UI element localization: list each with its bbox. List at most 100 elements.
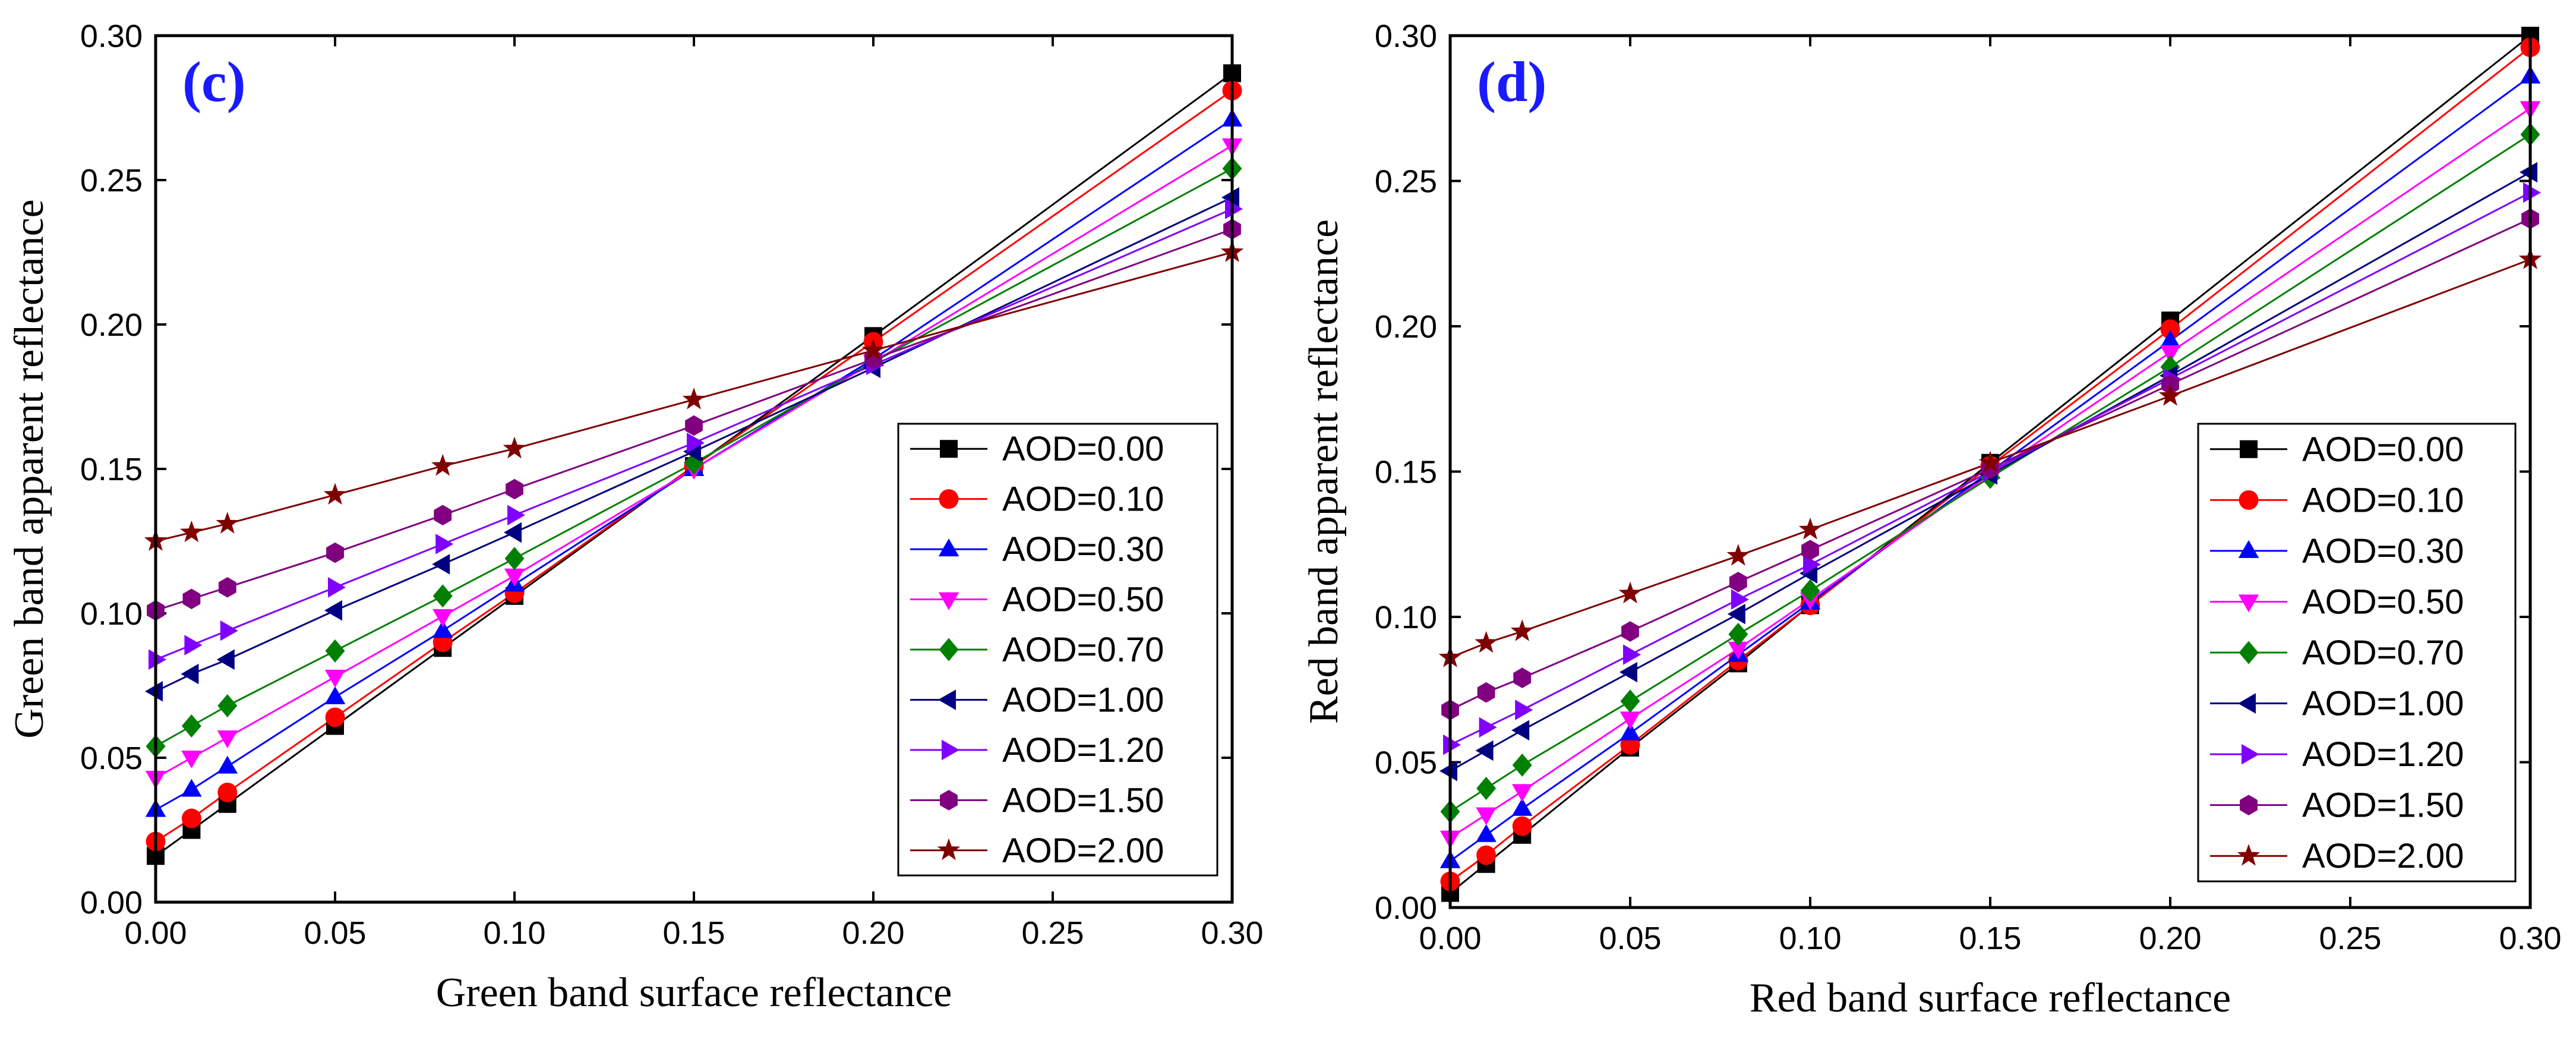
- legend-marker: [2239, 490, 2259, 510]
- data-point: [1727, 603, 1745, 625]
- y-tick-label: 0.10: [80, 596, 143, 632]
- y-tick-label: 0.00: [1375, 890, 1437, 926]
- x-tick-label: 0.30: [2499, 921, 2561, 956]
- data-point: [1515, 700, 1533, 720]
- legend-marker: [939, 489, 959, 509]
- data-point: [1512, 753, 1532, 777]
- legend-marker: [939, 638, 959, 661]
- legend-marker: [2240, 440, 2258, 458]
- x-tick-label: 0.15: [662, 915, 725, 951]
- data-point: [324, 600, 342, 621]
- legend-marker: [2240, 795, 2258, 815]
- data-point: [2523, 182, 2541, 203]
- y-tick-label: 0.15: [1375, 455, 1437, 490]
- panel-label: (d): [1477, 50, 1546, 114]
- data-point: [1221, 187, 1239, 208]
- legend-marker: [938, 592, 959, 610]
- data-point: [324, 669, 346, 688]
- data-point: [1511, 784, 1533, 802]
- data-point: [1475, 631, 1498, 653]
- data-point: [220, 620, 238, 641]
- data-point: [1476, 777, 1497, 800]
- y-tick-label: 0.10: [1375, 600, 1437, 635]
- data-point: [1512, 816, 1532, 836]
- data-point: [503, 436, 526, 459]
- x-tick-label: 0.00: [1419, 921, 1481, 956]
- data-point: [504, 568, 525, 587]
- data-point: [324, 686, 346, 704]
- x-axis-title: Green band surface reflectance: [436, 970, 952, 1016]
- data-point: [1801, 540, 1819, 560]
- data-point: [181, 808, 201, 828]
- y-tick-label: 0.20: [80, 307, 143, 343]
- data-point: [1477, 682, 1495, 703]
- legend-label: AOD=2.00: [2302, 837, 2464, 875]
- data-point: [1511, 798, 1533, 816]
- legend-marker: [2242, 743, 2259, 765]
- x-tick-label: 0.00: [124, 915, 187, 951]
- legend-marker: [2238, 693, 2256, 714]
- data-point: [323, 483, 347, 505]
- data-point: [1731, 589, 1749, 610]
- data-point: [504, 522, 522, 543]
- data-point: [504, 547, 525, 571]
- data-point: [1620, 711, 1641, 730]
- legend-label: AOD=1.20: [2302, 735, 2464, 774]
- data-point: [216, 649, 235, 670]
- data-point: [2520, 162, 2537, 183]
- panel-label: (c): [182, 50, 246, 114]
- data-point: [1476, 824, 1497, 842]
- data-point: [433, 609, 453, 627]
- legend-marker: [940, 790, 958, 811]
- x-tick-label: 0.10: [483, 915, 545, 951]
- data-point: [2158, 384, 2182, 406]
- data-point: [1729, 572, 1747, 593]
- data-point: [217, 782, 238, 802]
- data-point: [1800, 579, 1820, 603]
- y-tick-label: 0.15: [80, 452, 143, 487]
- data-point: [1798, 518, 1822, 540]
- legend-label: AOD=1.00: [1002, 680, 1164, 719]
- legend-label: AOD=0.30: [1002, 530, 1164, 569]
- data-point: [216, 512, 239, 534]
- y-axis-title: Red band apparent reflectance: [1301, 219, 1347, 724]
- data-point: [1511, 720, 1530, 741]
- data-point: [1225, 199, 1243, 219]
- data-point: [506, 478, 523, 500]
- x-tick-label: 0.10: [1779, 921, 1841, 956]
- y-tick-label: 0.05: [80, 741, 143, 776]
- legend-marker: [937, 838, 961, 861]
- plot-frame: [1448, 34, 2532, 909]
- legend-label: AOD=0.50: [1002, 581, 1164, 619]
- data-point: [184, 635, 203, 656]
- data-point: [435, 534, 454, 554]
- data-point: [433, 584, 453, 608]
- legend-marker: [940, 440, 958, 458]
- data-point: [682, 387, 706, 409]
- data-point: [145, 681, 163, 702]
- data-point: [434, 505, 452, 525]
- y-tick-label: 0.25: [1375, 164, 1437, 200]
- data-point: [181, 779, 202, 797]
- x-tick-label: 0.20: [842, 915, 904, 951]
- chart-panel-d: 0.00 0.05 0.10 0.15 0.20 0.25 0.30 0.00 0.05 0.10…: [1301, 18, 2562, 1021]
- x-tick-label: 0.20: [2139, 921, 2201, 956]
- data-point: [1623, 644, 1641, 665]
- data-point: [182, 588, 201, 609]
- legend-label: AOD=1.50: [2302, 786, 2464, 825]
- data-point: [1726, 544, 1750, 566]
- data-point: [431, 453, 454, 476]
- data-point: [861, 338, 885, 361]
- legend-label: AOD=0.00: [1002, 430, 1164, 468]
- y-tick-label: 0.25: [80, 163, 143, 199]
- x-tick-label: 0.05: [1599, 921, 1661, 956]
- y-tick-label: 0.30: [80, 18, 143, 54]
- y-tick-label: 0.05: [1375, 745, 1437, 781]
- data-point: [217, 694, 238, 717]
- data-point: [218, 577, 236, 598]
- data-point: [1513, 667, 1532, 688]
- data-point: [217, 730, 238, 748]
- data-point: [507, 505, 525, 525]
- data-point: [2160, 330, 2181, 348]
- data-point: [1803, 554, 1821, 575]
